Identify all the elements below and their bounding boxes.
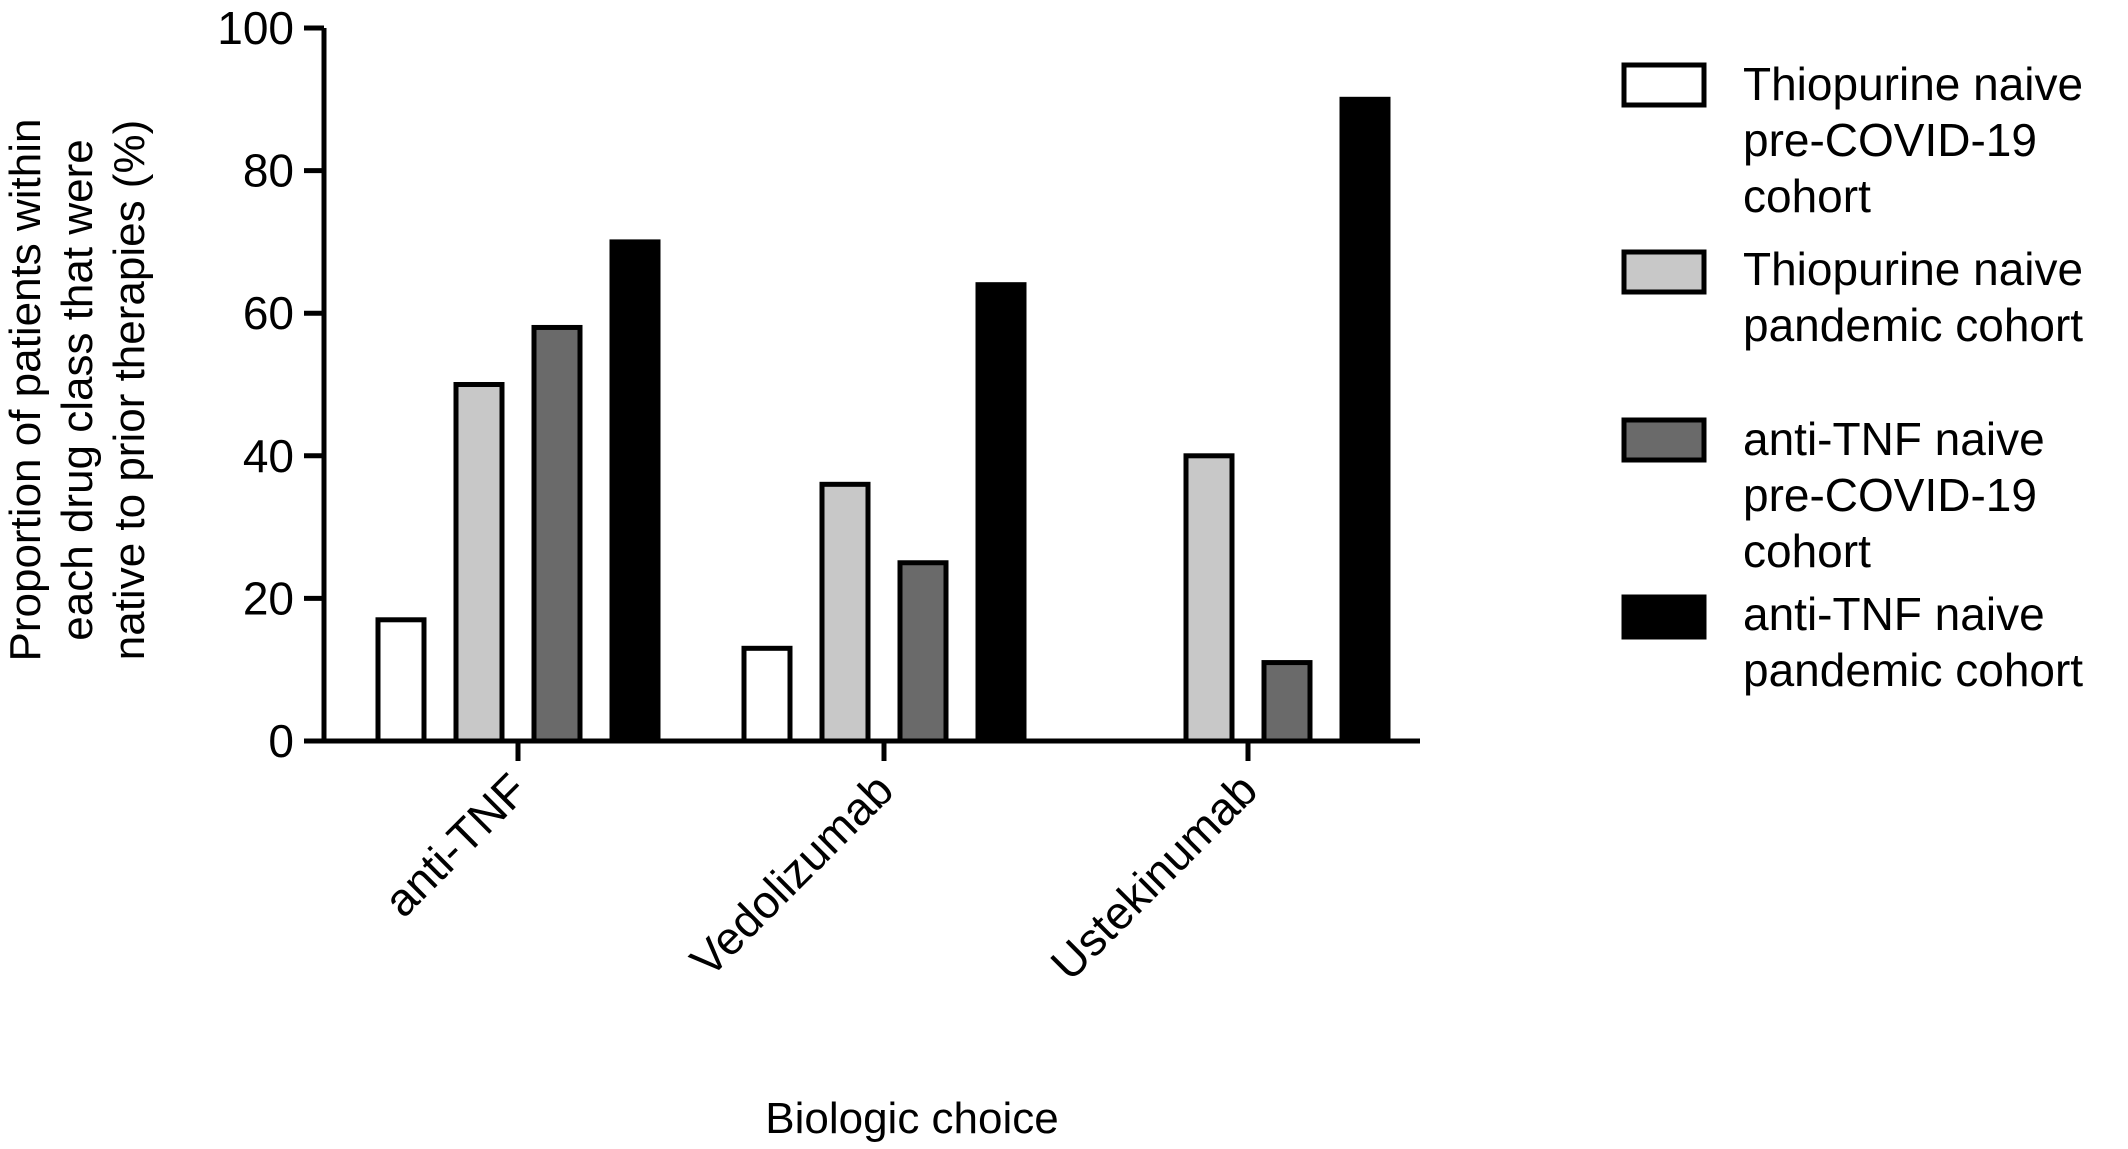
legend-label: Thiopurine naive pandemic cohort (1743, 243, 2083, 351)
legend-label: Thiopurine naive pre-COVID-19 cohort (1743, 58, 2083, 222)
legend-swatch (1621, 417, 1707, 463)
bar (1261, 660, 1313, 744)
y-tick-label: 40 (243, 430, 294, 482)
y-axis-title-line: Proportion of patients within (1, 119, 50, 662)
legend-label-line: pre-COVID-19 (1743, 469, 2037, 521)
y-axis-title-line: native to prior therapies (%) (105, 120, 154, 660)
legend-label-line: pre-COVID-19 (1743, 114, 2037, 166)
y-axis-title-text: Proportion of patients withineach drug c… (1, 119, 154, 662)
legend-label-line: pandemic cohort (1743, 299, 2083, 351)
legend-swatch (1621, 249, 1707, 295)
y-axis-title: Proportion of patients withineach drug c… (1, 119, 154, 662)
bar (897, 560, 949, 744)
legend-label-line: anti-TNF naive (1743, 413, 2045, 465)
legend-label-line: cohort (1743, 525, 1871, 577)
x-axis: anti-TNF Vedolizumab Ustekinumab (304, 738, 1420, 990)
bar (1339, 96, 1391, 744)
x-tick-label: Vedolizumab (680, 763, 903, 986)
bar (375, 617, 427, 744)
bar (453, 382, 505, 744)
y-tick-label: 60 (243, 287, 294, 339)
bar (741, 645, 793, 744)
bar (609, 239, 661, 744)
x-tick-label: anti-TNF (374, 763, 537, 926)
legend-swatch (1621, 594, 1707, 640)
legend-label-line: anti-TNF naive (1743, 588, 2045, 640)
legend-label-line: Thiopurine naive (1743, 58, 2083, 110)
legend-label-line: Thiopurine naive (1743, 243, 2083, 295)
y-axis-title-line: each drug class that were (53, 139, 102, 640)
y-tick-label: 100 (217, 2, 294, 54)
legend-label: anti-TNF naive pandemic cohort (1743, 588, 2083, 696)
legend-swatch (1621, 62, 1707, 108)
y-tick-label: 80 (243, 145, 294, 197)
legend-label: anti-TNF naive pre-COVID-19 cohort (1743, 413, 2045, 577)
legend-label-line: cohort (1743, 170, 1871, 222)
legend-label-line: pandemic cohort (1743, 644, 2083, 696)
bar (1183, 453, 1235, 744)
bar (531, 324, 583, 744)
x-tick-label: Ustekinumab (1040, 763, 1267, 990)
bar (975, 282, 1027, 744)
bars (375, 96, 1391, 744)
y-axis: 0 20 40 60 80 100 (217, 2, 327, 767)
legend: Thiopurine naive pre-COVID-19 cohortThiopu… (1621, 58, 2083, 696)
y-tick-label: 0 (268, 715, 294, 767)
y-tick-label: 20 (243, 572, 294, 624)
bar (819, 481, 871, 744)
x-axis-title: Biologic choice (765, 1094, 1059, 1143)
